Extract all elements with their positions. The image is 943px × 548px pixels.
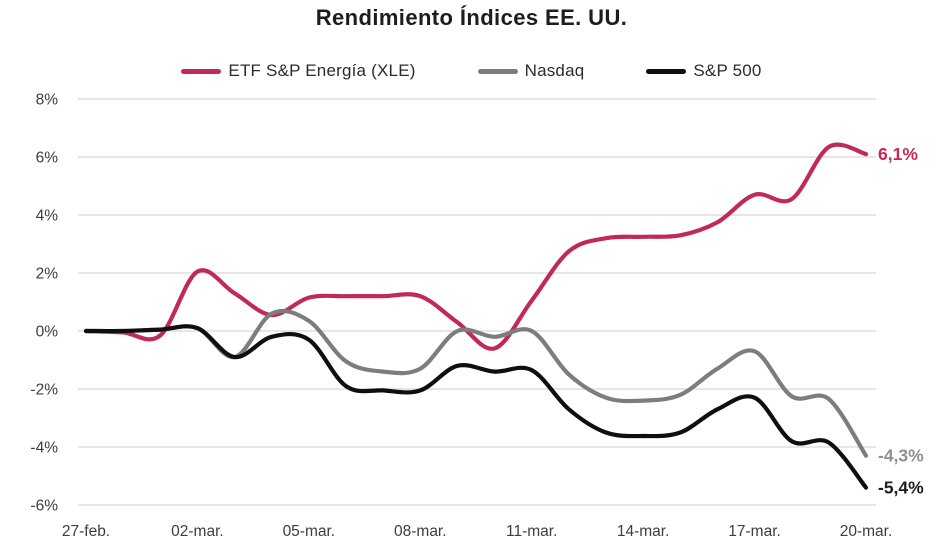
y-tick-label: -2% [30, 382, 58, 399]
y-tick-label: 4% [36, 208, 59, 225]
legend-label-xle: ETF S&P Energía (XLE) [228, 61, 416, 80]
legend-item-xle: ETF S&P Energía (XLE) [181, 61, 415, 81]
series-line-0 [83, 142, 869, 351]
series-end-label-0: 6,1% [878, 144, 918, 164]
y-tick-label: 8% [36, 92, 59, 109]
legend-item-sp500: S&P 500 [646, 61, 761, 81]
legend-swatch-xle [181, 68, 222, 74]
chart-title: Rendimiento Índices EE. UU. [315, 5, 628, 30]
series-end-label-2: -5,4% [878, 478, 924, 498]
x-tick-label: 14-mar. [617, 523, 670, 540]
series-line-2 [83, 324, 869, 490]
legend-swatch-nasdaq [477, 68, 518, 74]
gridlines [78, 98, 876, 506]
legend-label-nasdaq: Nasdaq [524, 61, 585, 80]
x-tick-label: 17-mar. [728, 523, 781, 540]
x-tick-label: 20-mar. [840, 523, 893, 540]
y-tick-label: -6% [30, 498, 58, 515]
x-tick-label: 05-mar. [283, 523, 336, 540]
x-tick-label: 08-mar. [394, 523, 447, 540]
series-end-label-1: -4,3% [878, 446, 924, 466]
y-tick-label: 6% [36, 150, 59, 167]
y-tick-label: -4% [30, 440, 58, 457]
x-tick-label: 27-feb. [62, 523, 110, 540]
y-tick-label: 0% [36, 324, 59, 341]
y-axis-labels: 8% 6% 4% 2% 0% -2% -4% -6% [30, 92, 58, 515]
y-tick-label: 2% [36, 266, 59, 283]
x-tick-label: 02-mar. [171, 523, 224, 540]
legend-label-sp500: S&P 500 [693, 61, 762, 80]
x-axis-labels: 27-feb. 02-mar. 05-mar. 08-mar. 11-mar. 14-ma… [62, 523, 892, 540]
x-tick-label: 11-mar. [506, 523, 557, 540]
legend-swatch-sp500 [646, 68, 687, 74]
legend-item-nasdaq: Nasdaq [477, 61, 585, 81]
chart-legend: ETF S&P Energía (XLE) Nasdaq S&P 500 [0, 61, 943, 81]
